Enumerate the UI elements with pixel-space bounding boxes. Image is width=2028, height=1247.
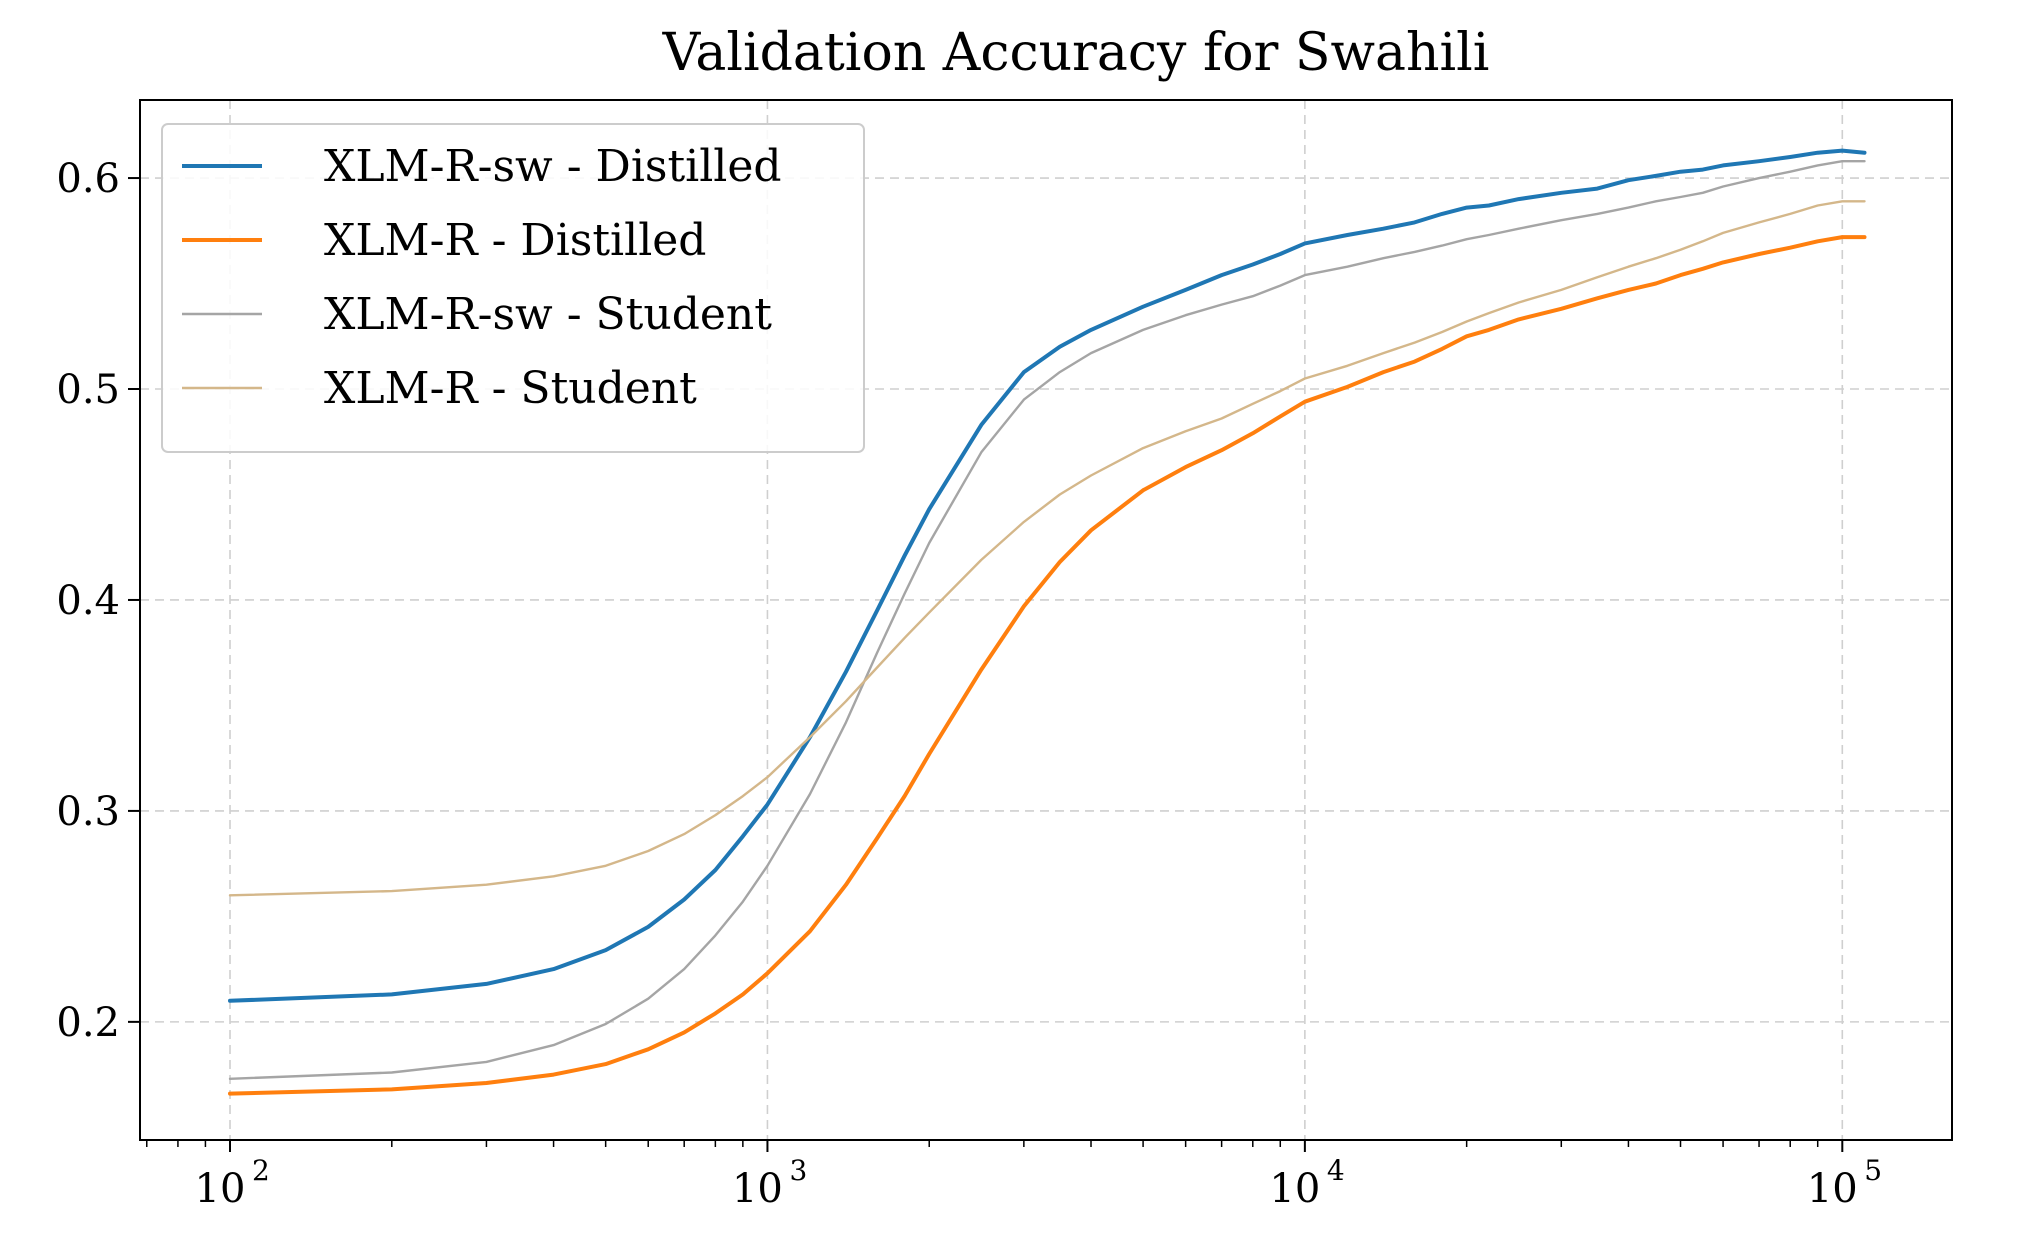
legend: XLM-R-sw - Distilled XLM-R - Distilled XLM…: [161, 123, 865, 453]
x-tick-label-0: 10: [195, 1166, 246, 1212]
x-tick-exponent-1: 3: [789, 1154, 807, 1187]
axes-frame: [139, 99, 1953, 1141]
x-tick-exponent-2: 4: [1327, 1154, 1345, 1187]
legend-label-0: XLM-R-sw - Distilled: [324, 141, 782, 192]
y-tick-label-2: 0.4: [56, 578, 120, 624]
series-line-xlm-r-sw-distilled: [228, 148, 1867, 1003]
legend-label-1: XLM-R - Distilled: [324, 215, 706, 266]
y-tick-label-1: 0.3: [56, 789, 120, 835]
y-tick-label-3: 0.5: [56, 367, 120, 413]
series-line-xlm-r-student: [228, 200, 1866, 897]
plot-series: [228, 148, 1867, 1096]
legend-label-2: XLM-R-sw - Student: [324, 289, 772, 340]
y-tick-label-4: 0.6: [56, 156, 120, 202]
series-line-xlm-r-sw-student: [228, 159, 1866, 1081]
y-tick-label-0: 0.2: [56, 1000, 120, 1046]
series-line-xlm-r-distilled: [228, 235, 1867, 1096]
x-tick-exponent-3: 5: [1864, 1154, 1882, 1187]
legend-box: [161, 123, 865, 453]
axis-ticks: 0.20.30.40.50.610 2 10 3 10 4 10 5: [56, 156, 1882, 1212]
legend-label-3: XLM-R - Student: [324, 363, 697, 414]
x-tick-label-3: 10: [1807, 1166, 1858, 1212]
chart-title: Validation Accuracy for Swahili: [662, 23, 1490, 83]
x-tick-label-2: 10: [1269, 1166, 1320, 1212]
x-tick-exponent-0: 2: [252, 1154, 270, 1187]
x-tick-label-1: 10: [732, 1166, 783, 1212]
